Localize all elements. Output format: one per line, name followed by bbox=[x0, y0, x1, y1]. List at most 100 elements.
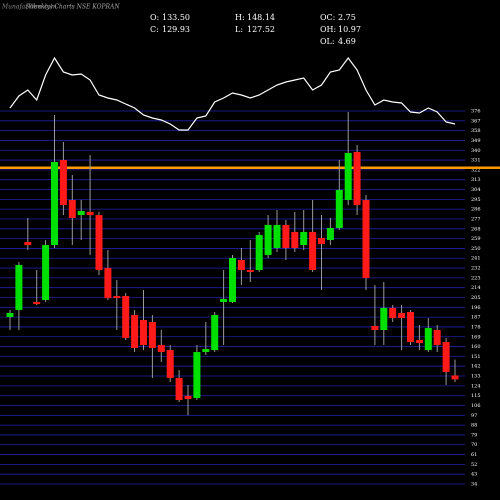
y-tick-label: 70 bbox=[471, 442, 477, 448]
y-tick-label: 187 bbox=[471, 315, 481, 321]
y-tick-label: 124 bbox=[471, 383, 481, 389]
candle-body bbox=[6, 312, 14, 318]
y-tick-label: 376 bbox=[471, 109, 481, 115]
y-tick-label: 178 bbox=[471, 324, 481, 330]
info-label: O: bbox=[150, 13, 159, 22]
candle-body bbox=[86, 211, 94, 216]
candle-body bbox=[15, 264, 23, 311]
y-tick-label: 331 bbox=[471, 158, 481, 164]
candle-body bbox=[77, 211, 85, 216]
candle-body bbox=[326, 228, 334, 241]
candle-body bbox=[175, 377, 183, 401]
y-tick-label: 88 bbox=[471, 423, 477, 429]
y-tick-label: 61 bbox=[471, 452, 477, 458]
candle-body bbox=[309, 231, 317, 271]
y-tick-label: 367 bbox=[471, 118, 481, 124]
candle-body bbox=[42, 245, 50, 301]
candle-body bbox=[273, 224, 281, 248]
candle-body bbox=[291, 231, 299, 248]
y-tick-label: 268 bbox=[471, 226, 481, 232]
candle-body bbox=[157, 345, 165, 353]
candle-body bbox=[415, 340, 423, 343]
y-tick-label: 322 bbox=[471, 167, 481, 173]
candle-body bbox=[371, 325, 379, 331]
y-tick-label: 358 bbox=[471, 128, 481, 134]
y-tick-label: 286 bbox=[471, 207, 481, 213]
info-value: 2.75 bbox=[338, 13, 356, 22]
candle-body bbox=[282, 224, 290, 248]
y-tick-label: 241 bbox=[471, 256, 481, 262]
candle-body bbox=[246, 270, 254, 272]
candle-body bbox=[229, 258, 236, 302]
info-label: OL: bbox=[320, 37, 335, 46]
candle-body bbox=[59, 159, 67, 206]
y-tick-label: 34 bbox=[471, 482, 477, 488]
y-tick-label: 79 bbox=[471, 432, 477, 438]
y-tick-label: 106 bbox=[471, 403, 481, 409]
candle-body bbox=[51, 162, 58, 246]
chart-title: (Weekly) Charts NSE KOPRAN bbox=[26, 4, 120, 11]
y-tick-label: 151 bbox=[471, 354, 481, 360]
candle-body bbox=[380, 307, 388, 331]
candle-body bbox=[451, 375, 459, 380]
y-tick-label: 340 bbox=[471, 148, 481, 154]
info-value: 148.14 bbox=[247, 13, 275, 22]
candle-body bbox=[211, 315, 219, 351]
y-tick-label: 169 bbox=[471, 334, 481, 340]
candle-body bbox=[68, 199, 76, 218]
candle-body bbox=[220, 299, 228, 302]
candle-body bbox=[202, 348, 210, 353]
candle-body bbox=[318, 237, 325, 244]
y-tick-label: 97 bbox=[471, 413, 477, 419]
candle-body bbox=[335, 189, 343, 229]
info-value: 129.93 bbox=[162, 25, 190, 34]
info-label: L: bbox=[235, 25, 243, 34]
y-tick-label: 205 bbox=[471, 295, 481, 301]
y-tick-label: 160 bbox=[471, 344, 481, 350]
candle-body bbox=[95, 215, 103, 271]
candle-body bbox=[300, 231, 308, 246]
candle-body bbox=[237, 259, 245, 271]
info-label: C: bbox=[150, 25, 159, 34]
y-tick-label: 214 bbox=[471, 285, 481, 291]
y-tick-label: 223 bbox=[471, 275, 481, 281]
candle-body bbox=[24, 241, 32, 246]
candle-body bbox=[184, 395, 192, 400]
candle-body bbox=[264, 224, 272, 255]
candle-body bbox=[424, 328, 432, 351]
y-tick-label: 52 bbox=[471, 462, 477, 468]
candle-body bbox=[433, 330, 441, 346]
candle-body bbox=[148, 322, 156, 348]
candle-body bbox=[193, 352, 201, 399]
y-tick-label: 142 bbox=[471, 364, 481, 370]
info-label: OC: bbox=[320, 13, 335, 22]
candle-body bbox=[389, 307, 397, 319]
info-value: 127.52 bbox=[247, 25, 275, 34]
y-tick-label: 295 bbox=[471, 197, 481, 203]
y-tick-label: 43 bbox=[471, 472, 477, 478]
candle-body bbox=[131, 315, 139, 348]
candle-body bbox=[122, 295, 130, 338]
y-tick-label: 304 bbox=[471, 187, 481, 193]
y-tick-label: 277 bbox=[471, 216, 481, 222]
info-label: H: bbox=[235, 13, 245, 22]
y-tick-label: 259 bbox=[471, 236, 481, 242]
info-value: 4.69 bbox=[338, 37, 356, 46]
y-tick-label: 232 bbox=[471, 266, 481, 272]
candle-body bbox=[362, 199, 370, 278]
y-tick-label: 250 bbox=[471, 246, 481, 252]
y-tick-label: 196 bbox=[471, 305, 481, 311]
candle-body bbox=[33, 301, 41, 305]
info-value: 133.50 bbox=[162, 13, 190, 22]
y-tick-label: 133 bbox=[471, 374, 481, 380]
info-label: OH: bbox=[320, 25, 336, 34]
candle-body bbox=[344, 152, 352, 200]
candle-body bbox=[104, 268, 112, 299]
candle-body bbox=[398, 312, 406, 319]
candle-body bbox=[255, 235, 263, 271]
candle-body bbox=[140, 319, 147, 346]
watermark: MunafaSutra.com bbox=[1, 4, 57, 11]
candle-body bbox=[353, 152, 361, 206]
